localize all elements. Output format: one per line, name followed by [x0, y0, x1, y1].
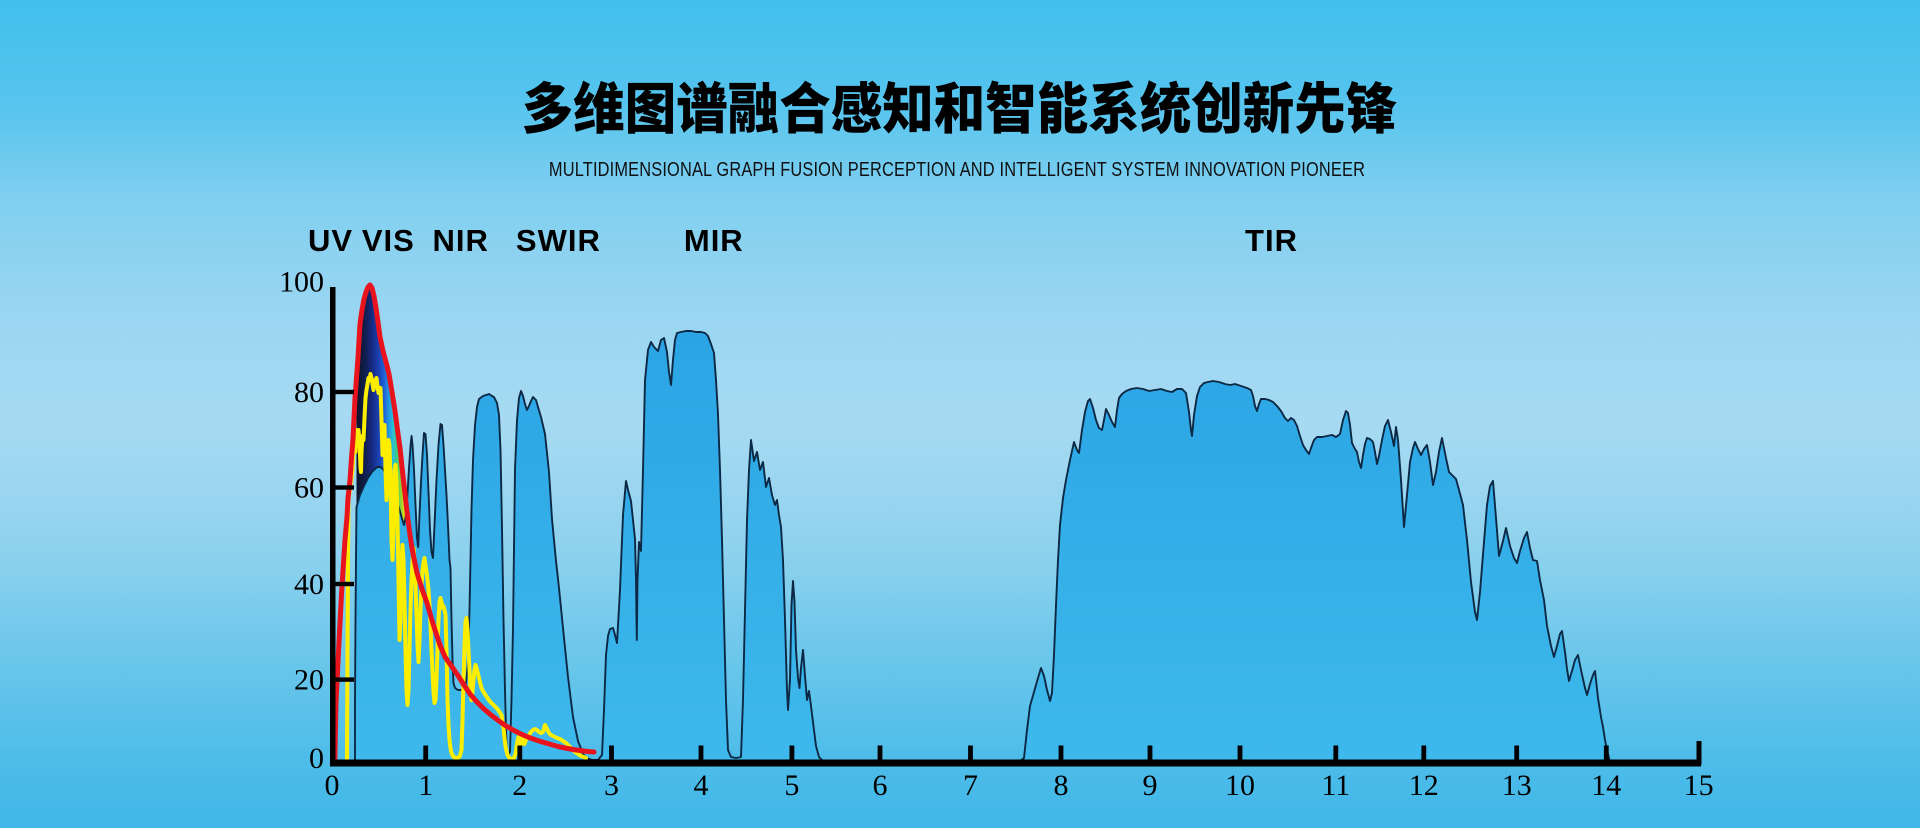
svg-text:12: 12 [1409, 769, 1439, 802]
svg-text:100: 100 [279, 266, 324, 299]
svg-text:80: 80 [294, 376, 324, 409]
svg-text:40: 40 [294, 568, 324, 601]
svg-text:11: 11 [1321, 769, 1350, 802]
svg-text:2: 2 [512, 769, 527, 802]
svg-text:MULTIDIMENSIONAL GRAPH FUSION: MULTIDIMENSIONAL GRAPH FUSION PERCEPTION… [549, 157, 1365, 180]
svg-text:60: 60 [294, 472, 324, 505]
svg-text:13: 13 [1502, 769, 1532, 802]
svg-text:15: 15 [1684, 769, 1714, 802]
svg-text:MIR: MIR [684, 223, 744, 258]
svg-text:NIR: NIR [433, 223, 489, 258]
svg-text:0: 0 [309, 742, 324, 775]
svg-text:4: 4 [694, 769, 709, 802]
svg-text:VIS: VIS [362, 223, 415, 258]
svg-text:14: 14 [1591, 769, 1621, 802]
svg-text:7: 7 [963, 769, 978, 802]
svg-text:9: 9 [1143, 769, 1158, 802]
svg-text:20: 20 [294, 664, 324, 697]
svg-text:SWIR: SWIR [516, 223, 601, 258]
svg-text:8: 8 [1054, 769, 1069, 802]
svg-text:6: 6 [873, 769, 888, 802]
svg-text:0: 0 [325, 769, 340, 802]
svg-text:10: 10 [1225, 769, 1255, 802]
svg-text:5: 5 [784, 769, 799, 802]
svg-text:TIR: TIR [1245, 223, 1298, 258]
svg-text:1: 1 [418, 769, 433, 802]
svg-text:UV: UV [308, 223, 353, 258]
svg-text:3: 3 [604, 769, 619, 802]
